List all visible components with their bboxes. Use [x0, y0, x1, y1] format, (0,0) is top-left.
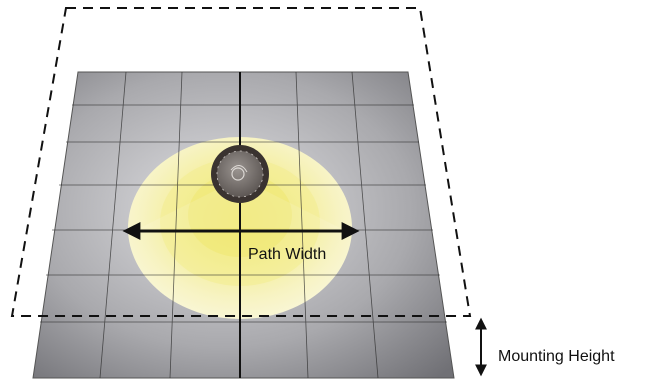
light-fixture [211, 145, 269, 203]
path-width-label: Path Width [248, 246, 326, 263]
mounting-plane-outline [10, 7, 472, 317]
mounting-height-label: Mounting Height [498, 348, 615, 365]
